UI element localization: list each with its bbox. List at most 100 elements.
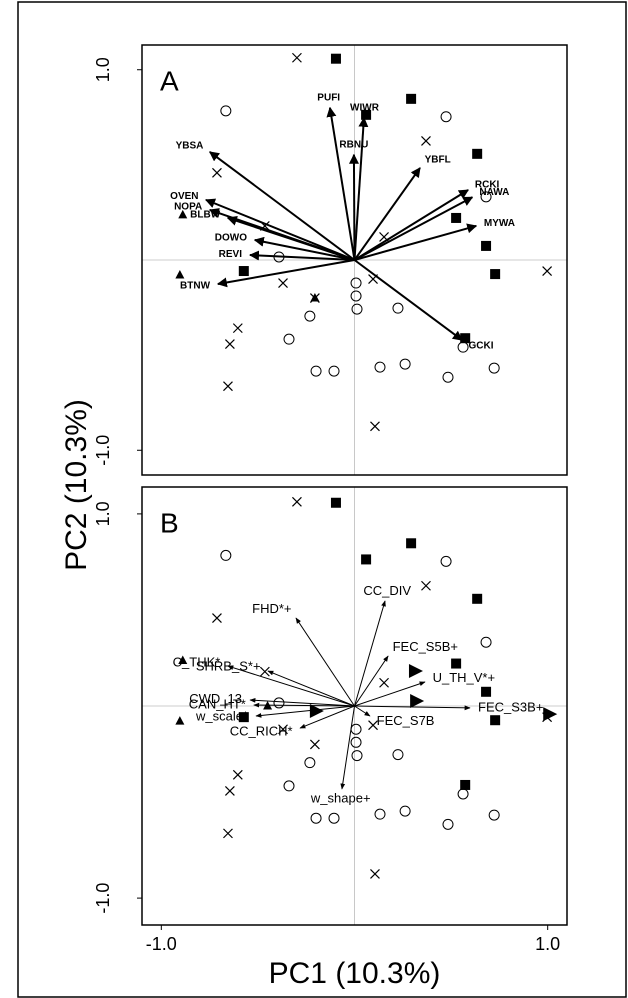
circle-point bbox=[440, 555, 452, 567]
x-tick-label: 1.0 bbox=[535, 934, 560, 954]
triangle-right-point bbox=[309, 703, 324, 718]
circle-point bbox=[328, 365, 340, 377]
arrow-label: w_scale* bbox=[195, 708, 248, 723]
loading-arrow bbox=[354, 600, 386, 707]
arrow-label: NOPA bbox=[174, 201, 202, 212]
square-point bbox=[460, 779, 471, 790]
arrow-label: C_THK* bbox=[173, 654, 221, 669]
square-point bbox=[460, 333, 471, 344]
arrow-label: U_TH_V*+ bbox=[433, 670, 496, 685]
circle-point bbox=[392, 749, 404, 761]
loading-arrow bbox=[209, 151, 356, 261]
triangle-right-point bbox=[408, 664, 423, 679]
loading-arrow bbox=[226, 216, 355, 261]
arrow-label: RBNU bbox=[339, 139, 368, 150]
circle-point bbox=[442, 818, 454, 830]
loading-arrow bbox=[354, 705, 471, 711]
x-axis-label: PC1 (10.3%) bbox=[269, 957, 441, 990]
arrow-label: FHD*+ bbox=[252, 601, 291, 616]
cross-point bbox=[421, 135, 431, 146]
square-point bbox=[406, 538, 417, 549]
circle-point bbox=[283, 780, 295, 792]
cross-point bbox=[224, 785, 235, 796]
plot-box bbox=[141, 486, 568, 926]
loading-arrow bbox=[354, 655, 389, 707]
circle-point bbox=[488, 362, 500, 374]
arrow-label: FEC_S3B+ bbox=[478, 700, 543, 715]
arrow-label: DOWO bbox=[215, 233, 247, 244]
triangle-right-point bbox=[410, 694, 425, 709]
x-tick-label: -1.0 bbox=[146, 934, 177, 954]
circle-point bbox=[457, 341, 469, 353]
cross-point bbox=[379, 677, 389, 688]
arrow-label: CAN_HT* bbox=[189, 696, 246, 711]
y-tick-label: 1.0 bbox=[93, 501, 113, 526]
circle-point bbox=[310, 812, 322, 824]
cross-point bbox=[368, 720, 378, 731]
circle-point bbox=[350, 277, 362, 289]
circle-point bbox=[488, 809, 500, 821]
circle-point bbox=[310, 365, 322, 377]
square-point bbox=[490, 715, 501, 726]
loading-arrow bbox=[354, 196, 474, 261]
circle-point bbox=[442, 371, 454, 383]
triangle-right-point bbox=[543, 707, 558, 722]
cross-point bbox=[309, 739, 320, 750]
cross-point bbox=[232, 769, 243, 780]
y-axis-label: PC2 (10.3%) bbox=[60, 399, 93, 571]
panel-letter: A bbox=[160, 65, 179, 96]
arrow-label: OVEN bbox=[170, 191, 198, 202]
arrow-label: WIWR bbox=[350, 103, 380, 114]
triangle-point bbox=[178, 209, 188, 219]
square-point bbox=[361, 554, 372, 565]
circle-point bbox=[350, 290, 362, 302]
circle-point bbox=[283, 333, 295, 345]
figure-frame bbox=[17, 1, 627, 998]
arrow-label: YBSA bbox=[176, 141, 204, 152]
square-point bbox=[330, 53, 341, 64]
circle-point bbox=[399, 358, 411, 370]
cross-point bbox=[232, 323, 243, 334]
circle-point bbox=[328, 812, 340, 824]
loading-arrow bbox=[253, 702, 355, 708]
loading-arrow bbox=[348, 153, 359, 261]
square-point bbox=[472, 593, 483, 604]
arrow-label: FEC_S7B bbox=[377, 713, 435, 728]
circle-point bbox=[392, 302, 404, 314]
arrow-label: NAWA bbox=[479, 187, 509, 198]
square-point bbox=[481, 686, 492, 697]
circle-point bbox=[220, 105, 232, 117]
loading-arrow bbox=[216, 259, 355, 288]
cross-point bbox=[292, 496, 302, 507]
triangle-point bbox=[178, 655, 188, 664]
loading-arrow bbox=[353, 189, 469, 261]
arrow-label: PUFI bbox=[317, 93, 340, 104]
arrow-label: FEC_S5B+ bbox=[393, 639, 458, 654]
y-tick-label: -1.0 bbox=[93, 883, 113, 914]
circle-point bbox=[480, 191, 492, 203]
loading-arrow bbox=[255, 705, 355, 718]
arrow-label: MYWA bbox=[484, 218, 515, 229]
loading-arrow bbox=[353, 167, 421, 261]
circle-point bbox=[440, 111, 452, 123]
cross-point bbox=[542, 266, 553, 276]
square-point bbox=[238, 712, 249, 723]
loading-arrow bbox=[248, 250, 355, 261]
circle-point bbox=[374, 361, 386, 373]
cross-point bbox=[278, 724, 288, 735]
square-point bbox=[330, 497, 341, 508]
panel: B1.0-1.0-1.0 1.0FHD*+SHRB_S*+C_THK*CWD_13… bbox=[93, 486, 568, 954]
circle-point bbox=[350, 736, 362, 748]
loading-arrow bbox=[253, 236, 355, 261]
cross-point bbox=[223, 381, 233, 392]
y-tick-label: 1.0 bbox=[93, 57, 113, 82]
arrow-label: YBFL bbox=[425, 154, 451, 165]
loading-arrow bbox=[295, 617, 355, 707]
plot-box bbox=[141, 44, 568, 476]
circle-point bbox=[480, 636, 492, 648]
y-tick-label: -1.0 bbox=[93, 435, 113, 466]
cross-point bbox=[223, 828, 233, 839]
arrow-label: CC_RICH* bbox=[230, 723, 293, 738]
loading-arrow bbox=[227, 665, 355, 707]
